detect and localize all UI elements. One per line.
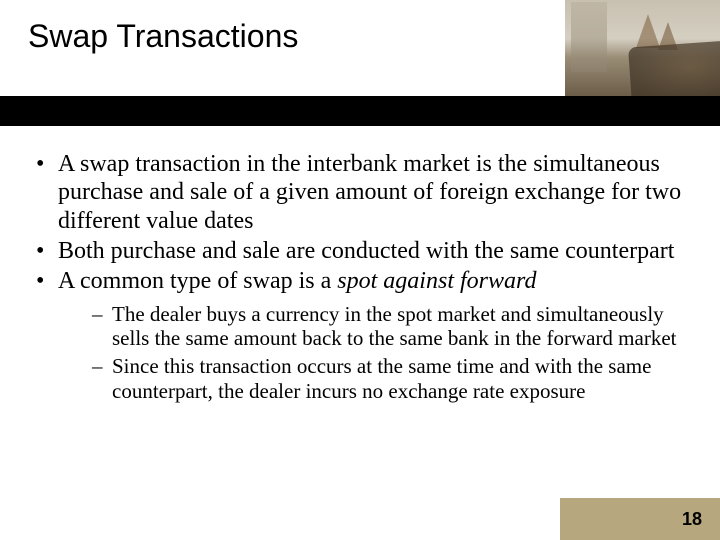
bullet-item: A common type of swap is a spot against … <box>30 267 692 403</box>
bullet-text: A common type of swap is a <box>58 268 337 294</box>
footer-block: 18 <box>560 498 720 540</box>
bullet-list: A swap transaction in the interbank mark… <box>30 150 692 404</box>
slide: Swap Transactions A swap transaction in … <box>0 0 720 540</box>
bullet-text: A swap transaction in the interbank mark… <box>58 151 681 234</box>
bullet-text: Both purchase and sale are conducted wit… <box>58 238 674 264</box>
sub-bullet-text: The dealer buys a currency in the spot m… <box>112 302 677 351</box>
bullet-item: A swap transaction in the interbank mark… <box>30 150 692 235</box>
bullet-item: Both purchase and sale are conducted wit… <box>30 237 692 265</box>
sub-bullet-item: Since this transaction occurs at the sam… <box>58 354 692 404</box>
content-area: A swap transaction in the interbank mark… <box>30 150 692 407</box>
title-area: Swap Transactions <box>28 18 692 55</box>
bullet-text-italic: spot against forward <box>337 268 536 294</box>
sub-bullet-text: Since this transaction occurs at the sam… <box>112 354 651 403</box>
slide-title: Swap Transactions <box>28 18 692 55</box>
sub-bullet-item: The dealer buys a currency in the spot m… <box>58 302 692 352</box>
sub-bullet-list: The dealer buys a currency in the spot m… <box>58 302 692 404</box>
page-number: 18 <box>682 509 702 530</box>
header-bar <box>0 96 720 126</box>
